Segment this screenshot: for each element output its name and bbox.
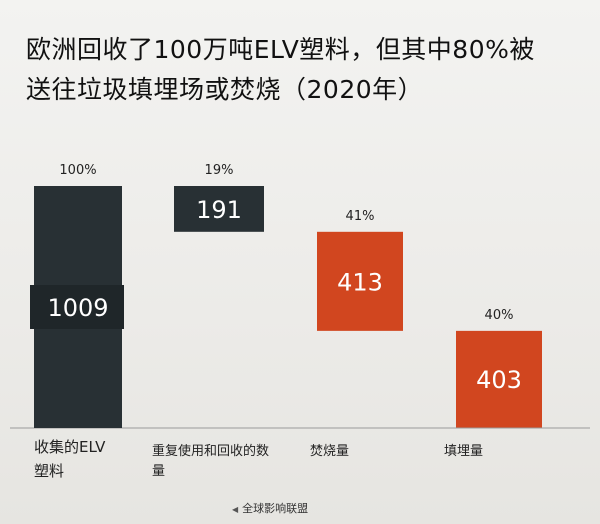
bar-2	[174, 186, 264, 232]
category-label-1-line-1: 收集的ELV	[34, 438, 106, 456]
title-line-1: 欧洲回收了100万吨ELV塑料，但其中80%被	[26, 35, 535, 64]
category-label-1-line-2: 塑料	[34, 462, 64, 480]
category-label-2-line-2: 量	[152, 464, 165, 479]
caret-left-icon: ◀	[232, 505, 239, 514]
bar-3	[317, 231, 403, 331]
percent-label-1: 100%	[59, 163, 96, 178]
value-label-1: 1009	[47, 294, 108, 322]
title-line-2: 送往垃圾填埋场或焚烧（2020年）	[26, 75, 424, 104]
value-label-2: 191	[196, 196, 242, 224]
percent-label-2: 19%	[205, 163, 234, 178]
bar-4	[456, 330, 542, 428]
category-label-3-line-1: 焚烧量	[310, 444, 349, 459]
value-label-4: 403	[476, 366, 522, 394]
chart-title: 欧洲回收了100万吨ELV塑料，但其中80%被 送往垃圾填埋场或焚烧（2020年…	[26, 30, 586, 110]
source-label: 全球影响联盟	[242, 502, 309, 515]
percent-label-3: 41%	[346, 209, 375, 224]
category-label-4-line-1: 填埋量	[444, 444, 483, 459]
value-box-1	[30, 285, 124, 329]
category-label-2-line-1: 重复使用和回收的数	[152, 443, 269, 459]
percent-label-4: 40%	[485, 308, 514, 323]
value-label-3: 413	[337, 268, 383, 296]
source-note: ◀ 全球影响联盟	[232, 500, 308, 516]
